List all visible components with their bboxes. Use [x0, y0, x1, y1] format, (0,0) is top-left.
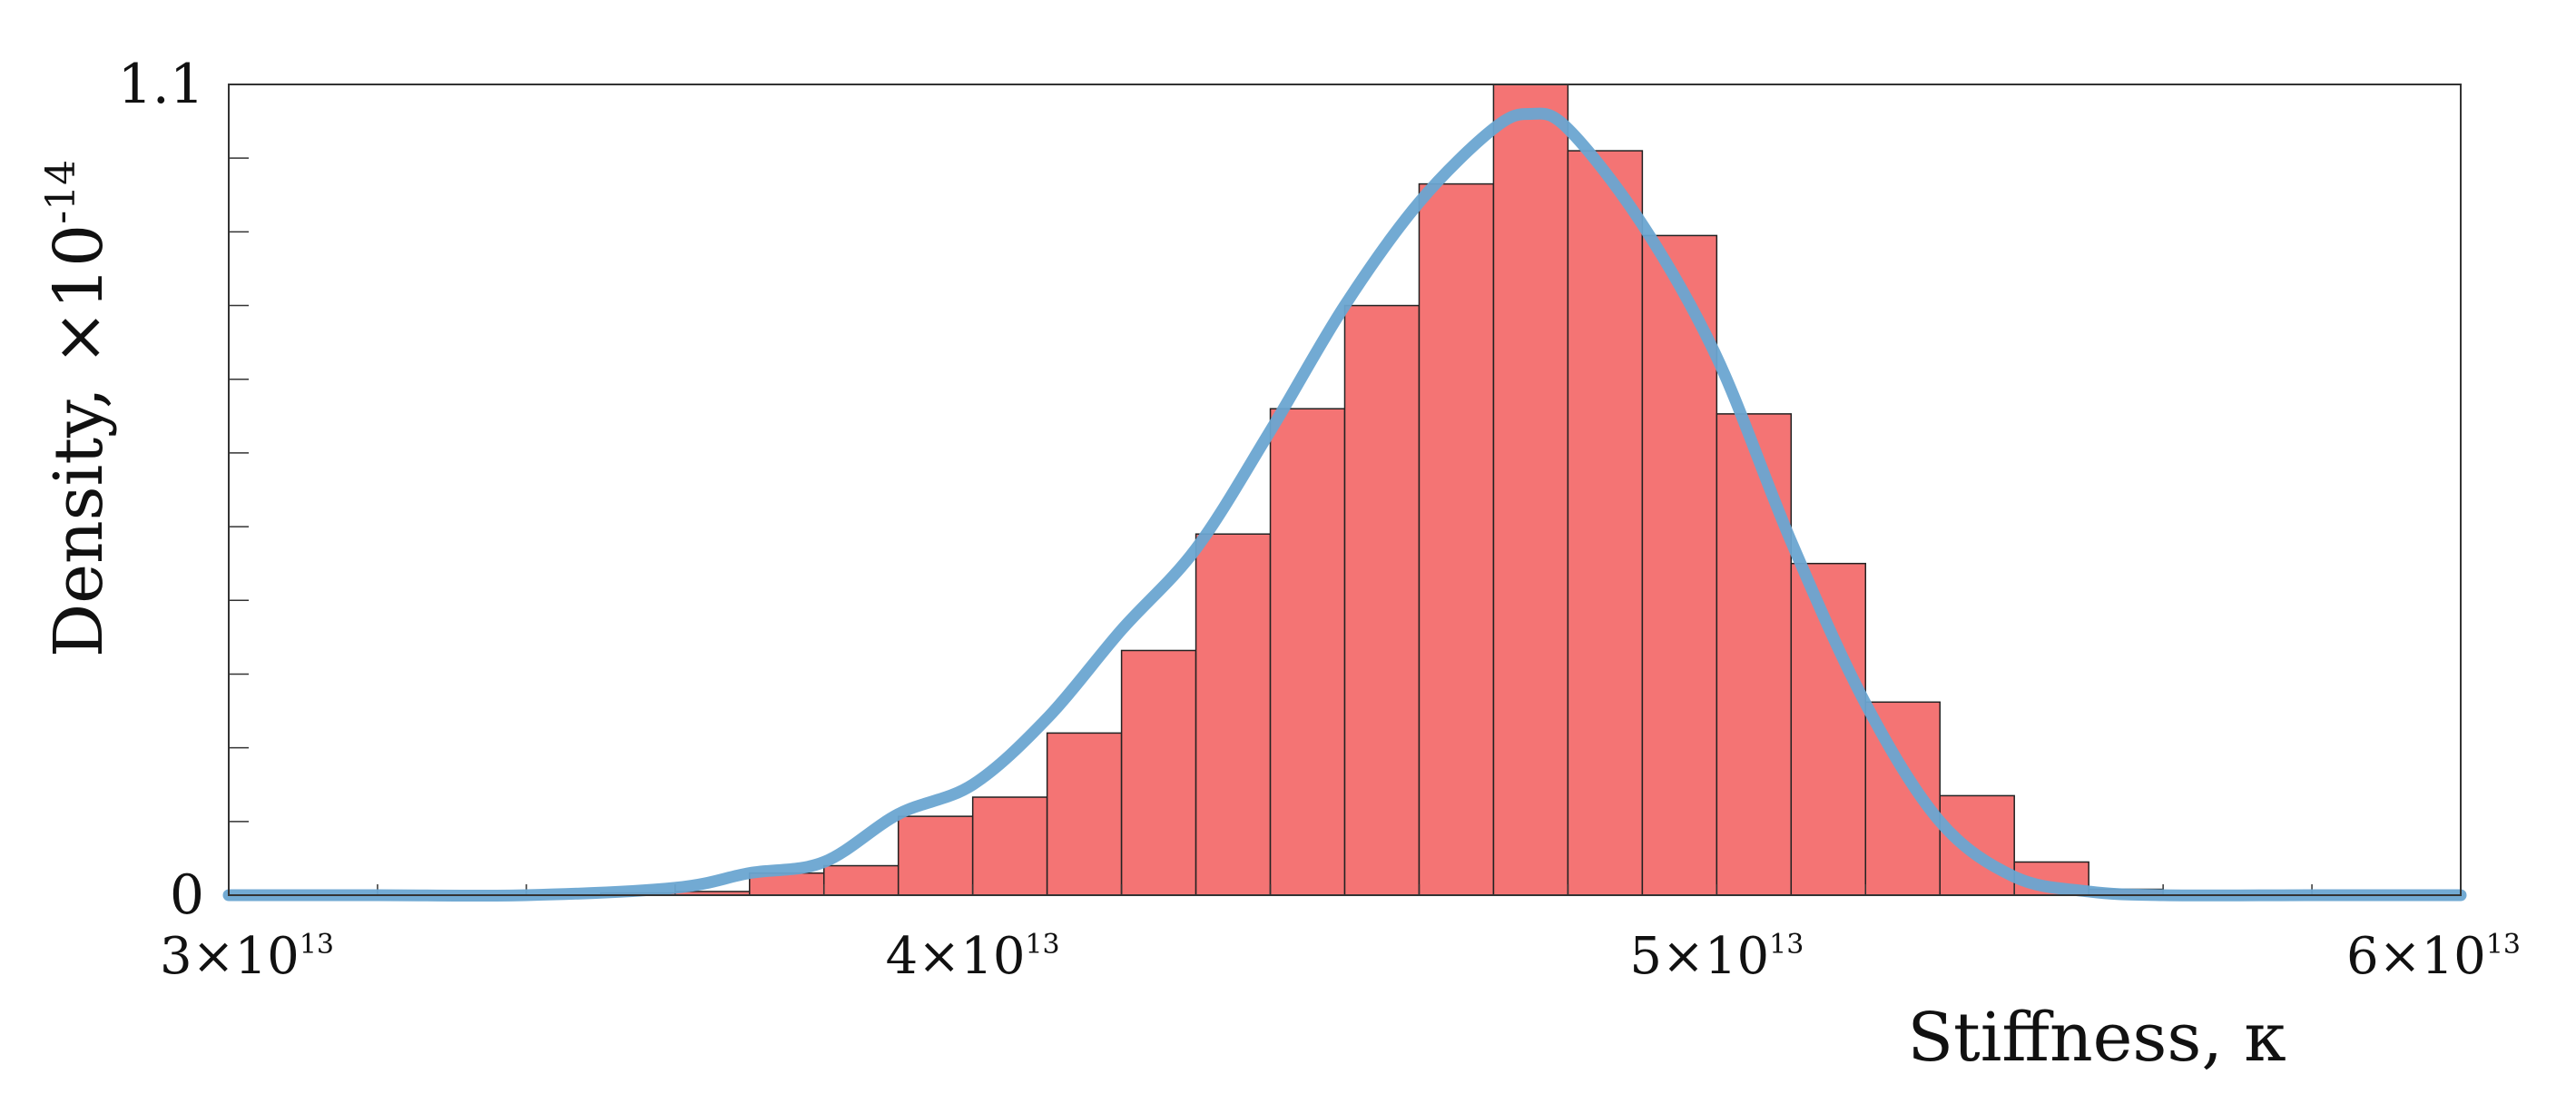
x-tick-label: 5×1013 — [1629, 927, 1804, 986]
density-curve — [222, 107, 2467, 902]
x-tick-exponent: 13 — [1769, 929, 1804, 961]
x-tick-mantissa: 4×10 — [886, 927, 1026, 986]
x-tick-label: 4×1013 — [886, 927, 1060, 986]
histogram-bar — [1046, 732, 1123, 896]
histogram-bar — [1418, 182, 1495, 896]
histogram-bars — [600, 84, 2164, 896]
histogram-bar — [1641, 234, 1718, 896]
x-axis-label: Stiffness, κ — [1907, 999, 2286, 1077]
histogram-bar — [1567, 150, 1644, 896]
x-tick-label: 3×1013 — [160, 927, 334, 986]
y-axis-label: Density, ×10-14 — [38, 160, 118, 657]
histogram-bar — [822, 864, 900, 896]
histogram-bar — [1195, 533, 1272, 896]
x-tick-mantissa: 3×10 — [160, 927, 300, 986]
x-tick-mantissa: 6×10 — [2346, 927, 2486, 986]
histogram-bar — [1269, 408, 1346, 896]
x-tick-mantissa: 5×10 — [1629, 927, 1769, 986]
histogram-bar — [1716, 413, 1793, 896]
x-tick-exponent: 13 — [2486, 929, 2521, 961]
y-tick-label: 0 — [170, 863, 204, 927]
histogram-bar — [1343, 304, 1421, 896]
histogram-bar — [971, 796, 1048, 896]
histogram-bar — [1939, 794, 2015, 896]
y-axis-label-exponent: -14 — [38, 160, 84, 224]
x-tick-labels: 3×1013 4×1013 5×1013 6×1013 — [160, 927, 2521, 986]
y-tick-label: 1.1 — [118, 53, 204, 116]
y-tick-labels: 01.1 — [118, 53, 204, 927]
x-tick-label: 6×1013 — [2346, 927, 2521, 986]
histogram-bar — [1120, 649, 1197, 896]
histogram-bar — [1492, 84, 1569, 896]
histogram-bar — [897, 815, 974, 896]
y-axis-label-text: Density, ×10 — [40, 224, 118, 657]
plot-frame — [228, 84, 2462, 896]
x-tick-exponent: 13 — [1025, 929, 1059, 961]
x-tick-exponent: 13 — [300, 929, 334, 961]
